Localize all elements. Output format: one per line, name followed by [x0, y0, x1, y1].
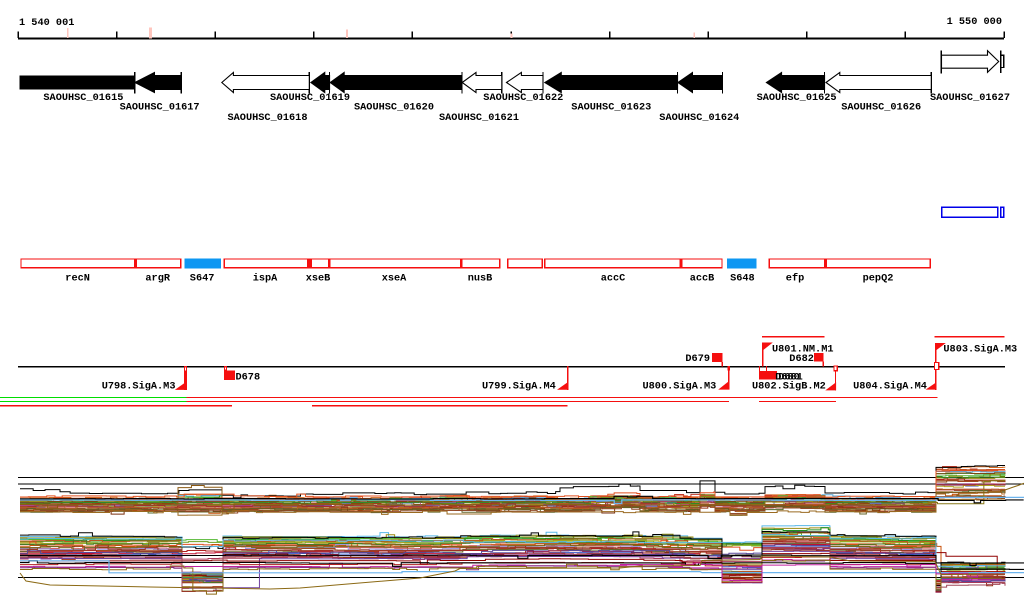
- svg-text:S647: S647: [190, 273, 215, 285]
- svg-text:ispA: ispA: [253, 273, 278, 285]
- svg-text:SAOUHSC_01627: SAOUHSC_01627: [930, 92, 1010, 104]
- svg-text:U801.NM.M1: U801.NM.M1: [772, 344, 834, 356]
- svg-text:SAOUHSC_01615: SAOUHSC_01615: [43, 92, 123, 104]
- svg-text:SAOUHSC_01622: SAOUHSC_01622: [483, 92, 563, 104]
- svg-text:S648: S648: [730, 273, 755, 285]
- svg-text:U804.SigA.M4: U804.SigA.M4: [853, 380, 927, 392]
- svg-text:U803.SigA.M3: U803.SigA.M3: [943, 344, 1017, 356]
- svg-text:SAOUHSC_01621: SAOUHSC_01621: [439, 112, 519, 124]
- svg-text:D679: D679: [685, 353, 710, 365]
- svg-text:1 540 001: 1 540 001: [19, 17, 74, 29]
- svg-text:U798.SigA.M3: U798.SigA.M3: [102, 380, 176, 392]
- svg-text:SAOUHSC_01619: SAOUHSC_01619: [270, 92, 350, 104]
- svg-text:argR: argR: [145, 273, 170, 285]
- svg-text:SAOUHSC_01626: SAOUHSC_01626: [841, 102, 921, 114]
- svg-text:recN: recN: [65, 273, 90, 285]
- svg-text:nusB: nusB: [468, 273, 493, 285]
- svg-text:1 550 000: 1 550 000: [947, 16, 1002, 28]
- svg-text:SAOUHSC_01618: SAOUHSC_01618: [228, 112, 308, 124]
- svg-text:D682: D682: [789, 353, 814, 365]
- svg-text:D678: D678: [236, 372, 261, 384]
- svg-text:U799.SigA.M4: U799.SigA.M4: [482, 380, 556, 392]
- svg-text:D681: D681: [778, 372, 803, 384]
- svg-text:SAOUHSC_01620: SAOUHSC_01620: [354, 102, 434, 114]
- svg-text:SAOUHSC_01625: SAOUHSC_01625: [757, 92, 837, 104]
- svg-text:D680: D680: [775, 372, 800, 384]
- svg-text:U802.SigB.M2: U802.SigB.M2: [752, 380, 826, 392]
- svg-text:SAOUHSC_01624: SAOUHSC_01624: [659, 112, 739, 124]
- svg-text:accB: accB: [690, 273, 715, 285]
- svg-text:xseA: xseA: [382, 273, 407, 285]
- svg-text:xseB: xseB: [306, 273, 331, 285]
- svg-text:U800.SigA.M3: U800.SigA.M3: [643, 380, 717, 392]
- svg-text:efp: efp: [786, 273, 805, 285]
- svg-text:pepQ2: pepQ2: [863, 273, 894, 285]
- svg-text:accC: accC: [601, 273, 626, 285]
- svg-text:SAOUHSC_01617: SAOUHSC_01617: [120, 102, 200, 114]
- svg-text:SAOUHSC_01623: SAOUHSC_01623: [571, 102, 651, 114]
